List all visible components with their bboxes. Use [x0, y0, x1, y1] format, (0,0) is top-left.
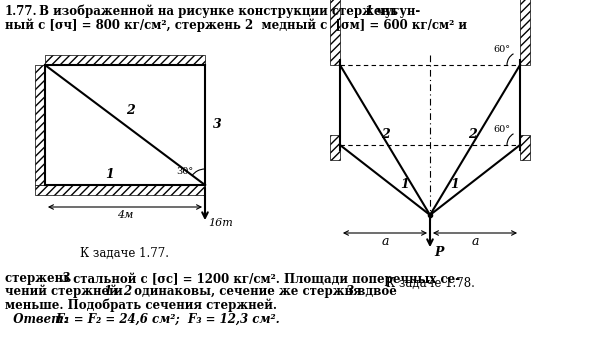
Text: Ответ:: Ответ: — [5, 313, 68, 326]
Text: 1: 1 — [103, 285, 111, 298]
Bar — [520, 0, 530, 65]
Bar — [35, 185, 205, 195]
Text: В изображенной на рисунке конструкции стержень: В изображенной на рисунке конструкции ст… — [35, 5, 402, 19]
Text: 2: 2 — [468, 128, 476, 142]
Text: меньше. Подобрать сечения стержней.: меньше. Подобрать сечения стержней. — [5, 298, 277, 312]
Text: и: и — [110, 285, 127, 298]
Text: 16т: 16т — [208, 218, 232, 228]
Text: F₁ = F₂ = 24,6 см²;  F₃ = 12,3 см².: F₁ = F₂ = 24,6 см²; F₃ = 12,3 см². — [52, 313, 280, 326]
Text: 3: 3 — [346, 285, 354, 298]
Text: чений стержней: чений стержней — [5, 285, 122, 298]
Bar — [35, 65, 45, 185]
Text: 1.77.: 1.77. — [5, 5, 38, 18]
Bar — [520, 135, 530, 160]
Text: К задаче 1.77.: К задаче 1.77. — [80, 247, 169, 260]
Bar — [330, 0, 340, 65]
Bar — [330, 135, 340, 160]
Text: 1: 1 — [364, 5, 372, 18]
Text: одинаковы, сечение же стержня: одинаковы, сечение же стержня — [130, 285, 366, 298]
Text: 1: 1 — [106, 169, 114, 182]
Text: 1: 1 — [451, 178, 460, 191]
Text: 3: 3 — [62, 272, 70, 285]
Text: 2: 2 — [381, 128, 389, 142]
Text: вдвое: вдвое — [353, 285, 397, 298]
Text: 2: 2 — [126, 103, 135, 116]
Bar — [45, 55, 205, 65]
Text: чугун-: чугун- — [372, 5, 420, 18]
Text: 1: 1 — [401, 178, 409, 191]
Text: a: a — [381, 235, 389, 248]
Text: P: P — [434, 246, 443, 259]
Text: a: a — [471, 235, 478, 248]
Text: 2: 2 — [123, 285, 131, 298]
Text: 3: 3 — [213, 119, 222, 131]
Text: 30°: 30° — [176, 166, 194, 175]
Text: К задаче 1.78.: К задаче 1.78. — [385, 277, 474, 290]
Text: стержень: стержень — [5, 272, 76, 285]
Text: 60°: 60° — [493, 124, 510, 134]
Text: 4м: 4м — [117, 210, 133, 220]
Text: ный с [σч] = 800 кг/см², стержень 2  медный с  [σм] = 600 кг/см² и: ный с [σч] = 800 кг/см², стержень 2 медн… — [5, 18, 467, 32]
Text: 60°: 60° — [493, 44, 510, 54]
Text: стальной с [σс] = 1200 кг/см². Площади поперечных се-: стальной с [σс] = 1200 кг/см². Площади п… — [69, 272, 460, 285]
